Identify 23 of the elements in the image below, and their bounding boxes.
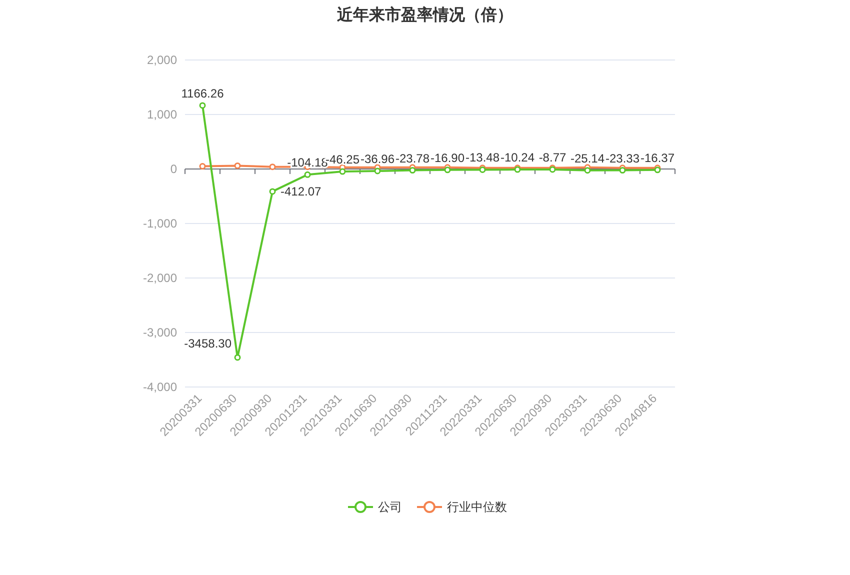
y-tick-label: -1,000 xyxy=(142,216,178,230)
data-label: -16.90 xyxy=(430,150,465,165)
data-label: -8.77 xyxy=(538,150,566,164)
legend-label: 行业中位数 xyxy=(447,500,507,514)
data-label: -25.14 xyxy=(570,151,605,166)
data-label: -10.24 xyxy=(500,150,535,165)
data-label: -412.07 xyxy=(280,184,322,198)
data-label: -36.96 xyxy=(360,152,395,166)
data-label: -13.48 xyxy=(465,150,500,165)
y-tick-label: -2,000 xyxy=(142,271,178,285)
data-label: -23.33 xyxy=(605,151,640,166)
data-label: -3458.30 xyxy=(184,336,232,350)
y-tick-label: 1,000 xyxy=(146,108,178,122)
legend-label: 公司 xyxy=(378,500,402,514)
y-tick-label: 2,000 xyxy=(146,53,178,67)
y-tick-label: -3,000 xyxy=(142,326,178,340)
y-tick-label: -4,000 xyxy=(142,380,178,394)
y-tick-label: 0 xyxy=(170,162,178,176)
data-label: -104.18 xyxy=(287,156,328,170)
chart-title: 近年来市盈率情况（倍） xyxy=(336,5,513,24)
data-label: -23.78 xyxy=(395,151,430,166)
data-label: -16.37 xyxy=(640,150,675,165)
data-label: 1166.26 xyxy=(181,86,224,100)
